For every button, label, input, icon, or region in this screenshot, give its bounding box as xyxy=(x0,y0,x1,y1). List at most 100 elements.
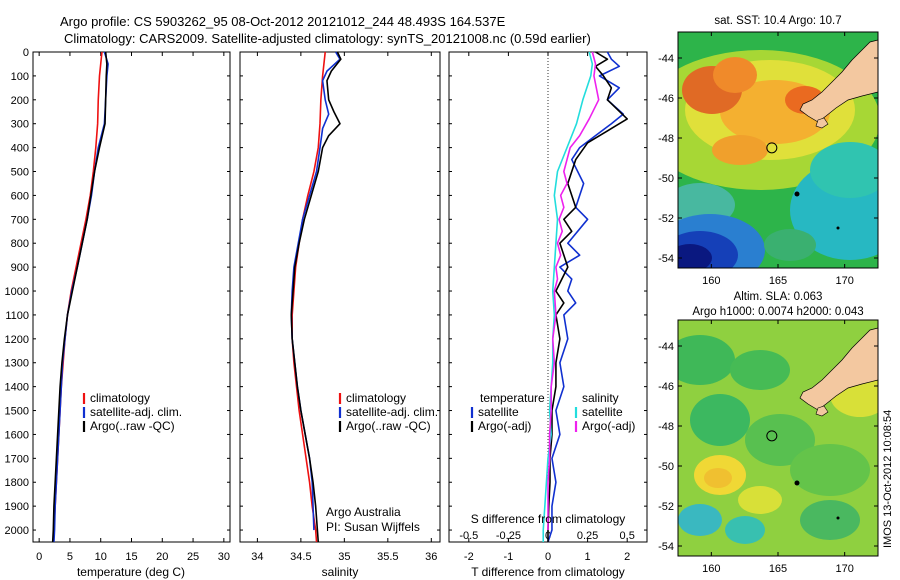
series-line-salinity-argo-adj- xyxy=(547,51,600,531)
map-y-tick-label: -54 xyxy=(658,541,674,553)
depth-tick-label: 2000 xyxy=(5,525,29,537)
side-timestamp: IMOS 13-Oct-2012 10:08:54 xyxy=(882,410,894,548)
depth-tick-label: 1500 xyxy=(5,406,29,418)
legend-entry: climatology xyxy=(346,391,406,405)
depth-tick-label: 900 xyxy=(11,262,29,274)
header-line-2: Climatology: CARS2009. Satellite-adjuste… xyxy=(64,31,591,46)
map-y-tick-label: -52 xyxy=(658,501,674,513)
x-tick-label: 30 xyxy=(218,551,230,563)
top-x-tick-label: 0.5 xyxy=(620,530,635,542)
x-tick-label: 5 xyxy=(67,551,73,563)
x-tick-label: 34 xyxy=(251,551,263,563)
temperature-plot-frame xyxy=(32,51,231,543)
map-y-tick-label: -52 xyxy=(658,213,674,225)
series-line-temperature-argo-adj- xyxy=(547,51,629,542)
map-x-tick-label: 170 xyxy=(835,275,853,287)
sla-map-title: Altim. SLA: 0.063 xyxy=(734,291,823,303)
series-line-argo-raw-qc- xyxy=(290,51,342,543)
legend-entry: Argo(-adj) xyxy=(478,419,531,433)
map-y-tick-label: -44 xyxy=(658,53,674,65)
sla-map: Altim. SLA: 0.063 Argo h1000: 0.0074 h20… xyxy=(658,291,879,575)
depth-tick-label: 600 xyxy=(11,190,29,202)
series-line-salinity-satellite xyxy=(542,51,594,542)
depth-tick-label: 1700 xyxy=(5,453,29,465)
legend-entry: satellite-adj. clim. xyxy=(90,405,182,419)
salinity-xlabel: salinity xyxy=(322,565,359,579)
depth-tick-label: 700 xyxy=(11,214,29,226)
x-tick-label: 2 xyxy=(624,551,630,563)
sst-map-title: sat. SST: 10.4 Argo: 10.7 xyxy=(714,15,841,27)
difference-top-xlabel: S difference from climatology xyxy=(471,512,626,526)
legend-entry: climatology xyxy=(90,391,150,405)
x-tick-label: 35 xyxy=(338,551,350,563)
map-y-tick-label: -48 xyxy=(658,133,674,145)
sla-map-subtitle: Argo h1000: 0.0074 h2000: 0.043 xyxy=(692,306,863,318)
credits-line-2: PI: Susan Wijffels xyxy=(326,520,420,534)
x-tick-label: -1 xyxy=(504,551,514,563)
map-y-tick-label: -50 xyxy=(658,173,674,185)
depth-tick-label: 1800 xyxy=(5,477,29,489)
series-line-climatology xyxy=(291,51,327,543)
temperature-xlabel: temperature (deg C) xyxy=(77,565,185,579)
difference-panel: -2 -1 0 1 2-0.5 -0.25 0 0.25 0.5 S difference fr… xyxy=(448,51,648,579)
top-x-tick-label: -0.25 xyxy=(496,530,521,542)
depth-tick-label: 1600 xyxy=(5,429,29,441)
x-tick-label: 20 xyxy=(156,551,168,563)
map-y-tick-label: -46 xyxy=(658,381,674,393)
depth-tick-label: 0 xyxy=(23,47,29,59)
map-y-tick-label: -46 xyxy=(658,93,674,105)
depth-tick-label: 400 xyxy=(11,143,29,155)
depth-tick-label: 1000 xyxy=(5,286,29,298)
sla-argo-location-marker xyxy=(766,430,778,442)
salinity-plot-frame xyxy=(239,51,441,543)
map-x-tick-label: 170 xyxy=(835,563,853,575)
depth-tick-label: 500 xyxy=(11,167,29,179)
map-y-tick-label: -44 xyxy=(658,341,674,353)
temperature-panel: 0100200300400500600700800900100011001200… xyxy=(5,47,231,579)
depth-tick-label: 200 xyxy=(11,95,29,107)
legend-entry: satellite xyxy=(582,405,623,419)
legend-group-header: salinity xyxy=(582,391,619,405)
salinity-panel: 34 34.5 35 35.5 36 salinity climatologysatel… xyxy=(239,51,441,579)
series-line-argo-raw-qc- xyxy=(51,51,108,543)
x-tick-label: 36 xyxy=(425,551,437,563)
x-tick-label: 35.5 xyxy=(377,551,398,563)
x-tick-label: 25 xyxy=(187,551,199,563)
legend-entry: satellite xyxy=(478,405,519,419)
depth-tick-label: 800 xyxy=(11,238,29,250)
map-x-tick-label: 165 xyxy=(769,563,787,575)
map-x-tick-label: 160 xyxy=(702,563,720,575)
header-line-1: Argo profile: CS 5903262_95 08-Oct-2012 … xyxy=(60,14,506,29)
x-tick-label: 0 xyxy=(36,551,42,563)
legend-entry: Argo(..raw -QC) xyxy=(90,419,175,433)
x-tick-label: 15 xyxy=(125,551,137,563)
sst-map: sat. SST: 10.4 Argo: 10.7 160 165 170-44-4 xyxy=(658,15,879,287)
map-x-tick-label: 165 xyxy=(769,275,787,287)
legend-entry: satellite-adj. clim. xyxy=(346,405,438,419)
legend-group-header: temperature xyxy=(480,391,545,405)
legend-entry: Argo(..raw -QC) xyxy=(346,419,431,433)
depth-tick-label: 1100 xyxy=(5,310,29,322)
map-y-tick-label: -54 xyxy=(658,253,674,265)
x-tick-label: 10 xyxy=(95,551,107,563)
top-x-tick-label: -0.5 xyxy=(459,530,478,542)
difference-xlabel: T difference from climatology xyxy=(471,565,625,579)
map-y-tick-label: -50 xyxy=(658,461,674,473)
legend-entry: Argo(-adj) xyxy=(582,419,635,433)
sst-map-field xyxy=(678,32,878,268)
credits-line-1: Argo Australia xyxy=(326,505,401,519)
sla-map-field xyxy=(678,320,878,556)
x-tick-label: -2 xyxy=(464,551,474,563)
top-x-tick-label: 0.25 xyxy=(577,530,598,542)
depth-tick-label: 300 xyxy=(11,119,29,131)
depth-tick-label: 1300 xyxy=(5,358,29,370)
map-x-tick-label: 160 xyxy=(702,275,720,287)
depth-tick-label: 1400 xyxy=(5,382,29,394)
map-y-tick-label: -48 xyxy=(658,421,674,433)
depth-tick-label: 1900 xyxy=(5,501,29,513)
depth-tick-label: 1200 xyxy=(5,334,29,346)
x-tick-label: 1 xyxy=(585,551,591,563)
